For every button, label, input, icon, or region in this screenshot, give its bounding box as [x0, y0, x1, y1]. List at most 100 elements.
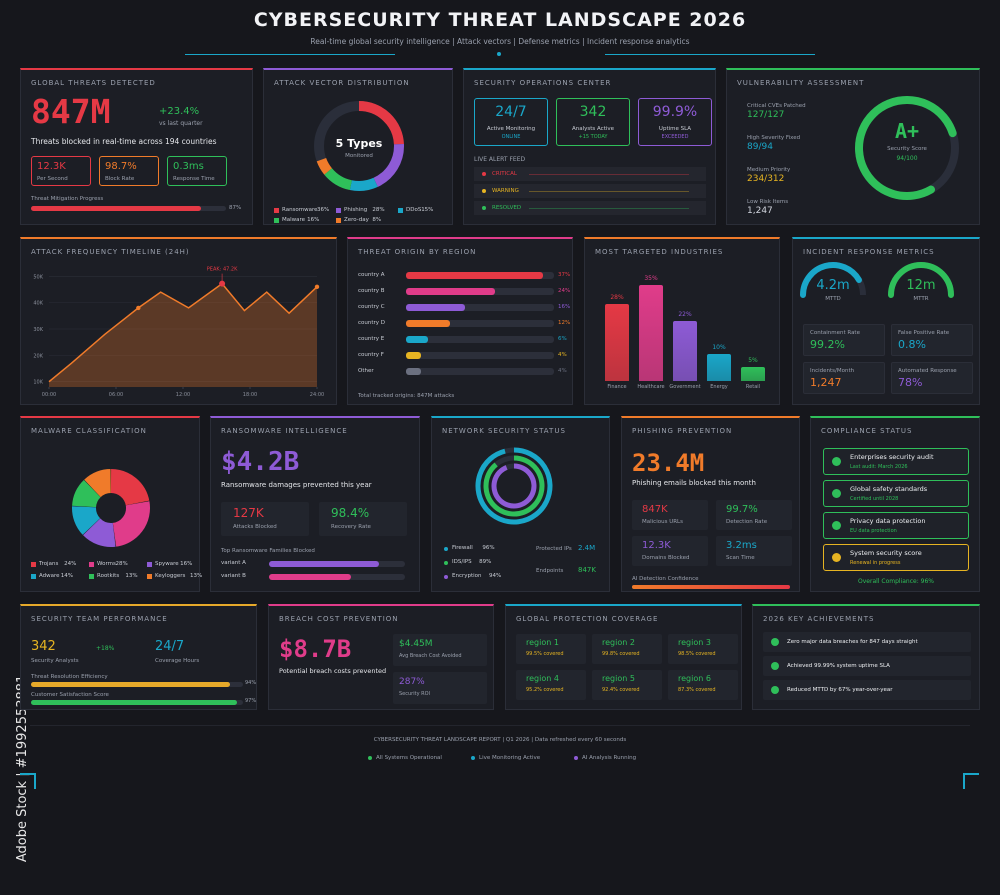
region-value: 87.3% covered	[678, 687, 716, 693]
legend-swatch	[398, 208, 403, 213]
stat-value: 78%	[898, 376, 923, 389]
stat-value: 24/7	[155, 639, 185, 654]
status-dot	[832, 553, 841, 562]
page-title: CYBERSECURITY THREAT LANDSCAPE 2026	[253, 9, 747, 31]
panel-title: GLOBAL THREATS DETECTED	[31, 79, 156, 87]
chart: 10K 20K 30K 40K 50K 00:00 06:00 12:00 18:00 24:00…	[33, 267, 324, 398]
gauge-arc	[800, 262, 862, 298]
bar	[707, 353, 731, 381]
status-dot	[832, 457, 841, 466]
status-dot	[497, 52, 501, 56]
stat-box: 3.2ms Scan Time	[716, 536, 792, 566]
value-label: 10%	[712, 343, 726, 351]
status-dot	[832, 521, 841, 530]
point	[314, 284, 320, 290]
gauge-value: 12m	[906, 278, 936, 293]
corner	[20, 773, 36, 789]
stat-label: False Positive Rate	[898, 330, 950, 336]
donut-segment	[358, 101, 404, 145]
donut-segment	[316, 157, 333, 175]
category-label: Healthcare	[637, 384, 665, 390]
status-label: AI Analysis Running	[582, 755, 637, 761]
legend-swatch	[274, 208, 279, 213]
value-label: 12%	[558, 320, 571, 326]
panel: SECURITY TEAM PERFORMANCE 342 Security Ana…	[20, 604, 257, 710]
panel-title: GLOBAL PROTECTION COVERAGE	[516, 615, 659, 623]
bar-track	[406, 368, 554, 375]
region-box: region 6 87.3% covered	[668, 670, 738, 700]
change: +18%	[96, 645, 115, 652]
item-label: High Severity Fixed	[747, 135, 801, 141]
score-label: 94/100	[896, 155, 918, 162]
panel: MALWARE CLASSIFICATION Trojans 24% Worms 28%…	[20, 416, 202, 592]
item-value: 127/127	[747, 110, 785, 120]
alert-line	[529, 174, 689, 175]
donut-segment	[72, 479, 102, 509]
item-label: Medium Priority	[747, 167, 791, 173]
stat-label: Attacks Blocked	[233, 524, 277, 530]
panel-title: PHISHING PREVENTION	[632, 427, 733, 435]
region-value: 95.2% covered	[526, 687, 564, 693]
donut-segment	[349, 177, 378, 191]
big-number: 847M	[31, 92, 111, 131]
panel: GLOBAL THREATS DETECTED 847M +23.4% vs last…	[20, 68, 253, 225]
category-label: Retail	[745, 384, 761, 390]
legend-name: Worms	[97, 561, 116, 567]
panel-title: INCIDENT RESPONSE METRICS	[803, 248, 935, 256]
y-tick-label: 40K	[33, 301, 43, 307]
stat-box: 24/7 Active Monitoring ONLINE	[474, 98, 548, 146]
region-value: 98.5% covered	[678, 651, 716, 657]
panel: ATTACK VECTOR DISTRIBUTION 5 Types Monitor…	[263, 68, 453, 225]
value-label: 5%	[748, 357, 758, 365]
family-bar	[269, 574, 351, 580]
stat-value: 847K	[578, 566, 596, 574]
donut-note: Monitored	[345, 153, 373, 159]
caption: Threats blocked in real-time across 194 …	[31, 137, 217, 146]
stat-value: 2.4M	[578, 544, 596, 552]
region-value: 92.4% covered	[602, 687, 640, 693]
stat-value: 287%	[399, 677, 425, 687]
panel: GLOBAL PROTECTION COVERAGE region 1 99.5% …	[505, 604, 742, 710]
legend-name: Ransomware	[282, 207, 318, 213]
legend-value: 96%	[482, 545, 495, 551]
item-label: Global safety standards	[850, 485, 928, 493]
legend-name: DDoS	[406, 207, 422, 213]
gauge-label: MTTD	[825, 296, 841, 302]
stat-value: 98.7%	[105, 161, 137, 172]
legend-value: 16%	[307, 217, 320, 223]
family-bar	[269, 561, 379, 567]
alert-row: CRITICAL	[474, 167, 706, 181]
stat-value: 99.9%	[652, 104, 698, 120]
stat-value: 99.2%	[810, 338, 845, 351]
gauge-label: MTTR	[913, 296, 929, 302]
y-tick-label: 10K	[33, 380, 43, 386]
category-label: Finance	[607, 384, 627, 390]
value-label: 35%	[644, 274, 658, 282]
category-label: country F	[358, 352, 384, 358]
region-name: region 1	[526, 638, 559, 647]
donut-segment	[72, 505, 101, 535]
gauge-value: 4.2m	[816, 278, 850, 293]
stat-status: +15 TODAY	[578, 134, 608, 140]
donut-segment	[82, 517, 116, 547]
panel-title: THREAT ORIGIN BY REGION	[358, 248, 477, 256]
stat-box: $4.45M Avg Breach Cost Avoided	[393, 634, 487, 666]
stat-box: 99.9% Uptime SLA EXCEEDED	[638, 98, 712, 146]
status-dot	[771, 662, 779, 670]
legend-name: Trojans	[39, 561, 59, 567]
stat-box: False Positive Rate 0.8%	[891, 324, 973, 356]
stat-label: Recovery Rate	[331, 524, 371, 530]
big-number: $4.2B	[221, 447, 300, 477]
status-dot	[482, 172, 486, 176]
item-label: Critical CVEs Patched	[747, 103, 806, 109]
stat-label: Containment Rate	[810, 330, 860, 336]
status-label: All Systems Operational	[376, 755, 442, 761]
stat-label: Security ROI	[399, 691, 431, 697]
item-note: EU data protection	[850, 528, 897, 534]
legend-value: 8%	[372, 217, 382, 223]
bar-value: 97%	[245, 698, 257, 704]
panel: SECURITY OPERATIONS CENTER 24/7 Active Mon…	[463, 68, 716, 225]
caption: Potential breach costs prevented	[279, 667, 387, 675]
alert-line	[529, 208, 689, 209]
stat-box: 0.3ms Response Time	[167, 156, 227, 186]
